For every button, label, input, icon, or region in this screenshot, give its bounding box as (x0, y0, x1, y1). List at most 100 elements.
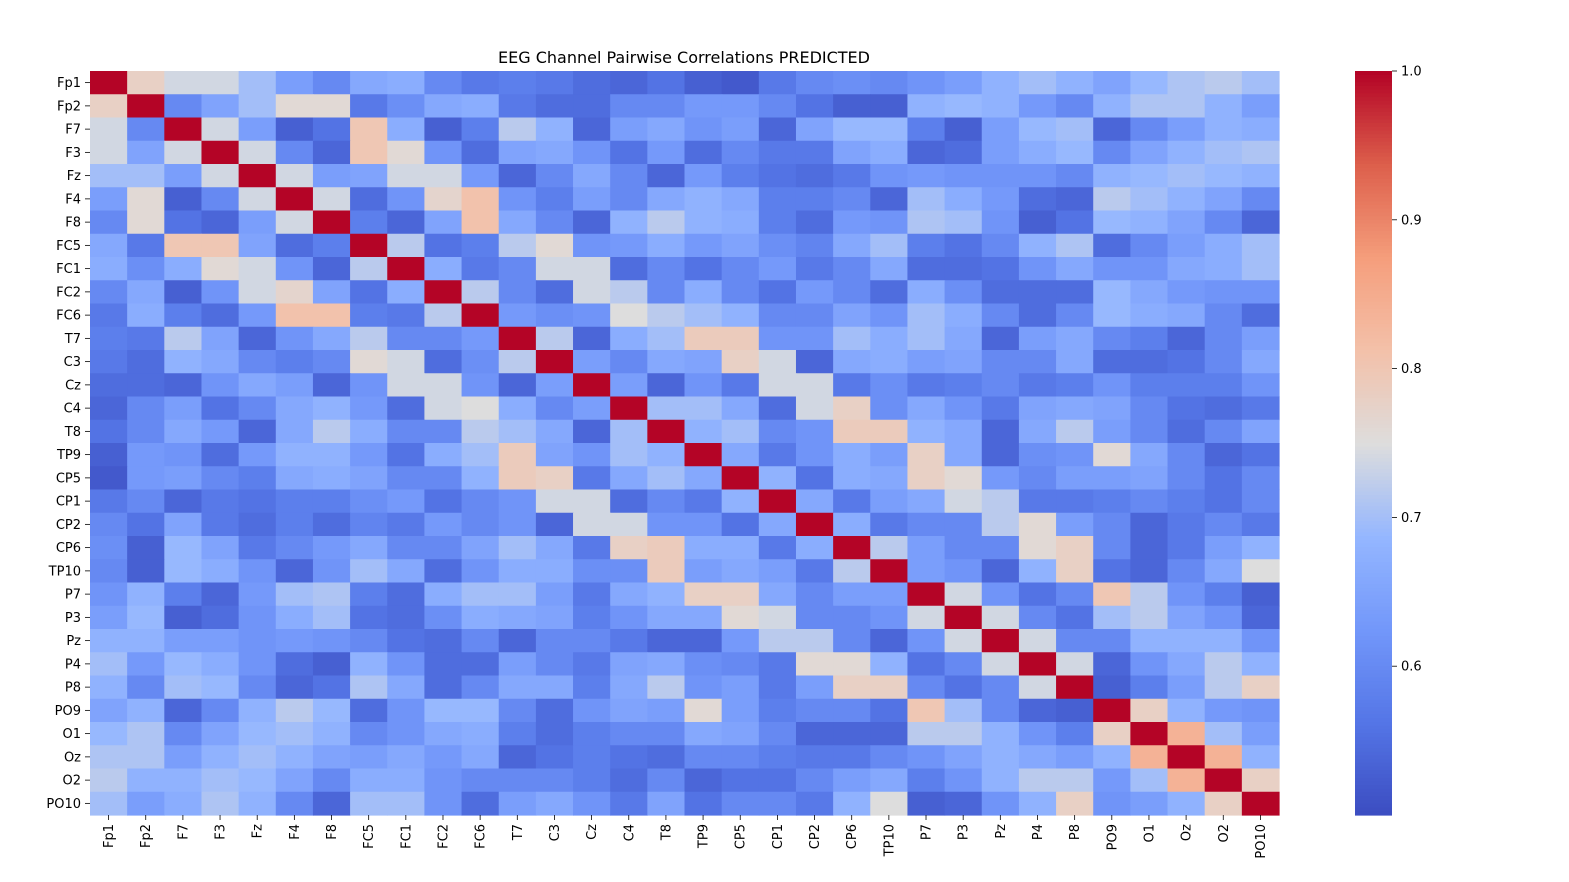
heatmap-cell (1204, 373, 1243, 398)
heatmap-cell (164, 187, 203, 212)
heatmap-cell (238, 140, 277, 165)
x-tick-label: F4 (288, 824, 303, 840)
heatmap-cell (387, 94, 426, 119)
heatmap-cell (127, 210, 165, 235)
heatmap-cell (350, 187, 388, 212)
heatmap-cell (647, 466, 686, 491)
heatmap-cell (1241, 303, 1280, 328)
heatmap-cell (238, 280, 277, 305)
heatmap-cell (684, 698, 723, 723)
heatmap-cell (535, 675, 574, 700)
heatmap-cell (535, 373, 574, 398)
heatmap-cell (275, 629, 314, 653)
colorbar-segment (1355, 591, 1392, 597)
heatmap-cell (721, 164, 760, 188)
heatmap-cell (164, 559, 203, 584)
heatmap-cell (275, 489, 314, 514)
heatmap-cell (238, 419, 277, 444)
heatmap-cell (721, 140, 760, 165)
heatmap-cell (610, 140, 648, 165)
colorbar-segment (1355, 137, 1392, 143)
heatmap-cell (312, 140, 351, 165)
colorbar-segment (1355, 472, 1392, 478)
heatmap-cell (1056, 652, 1094, 677)
heatmap-cell (573, 326, 611, 351)
heatmap-cell (795, 280, 834, 305)
heatmap-cell (461, 582, 500, 607)
heatmap-cell (1130, 443, 1169, 467)
heatmap-cell (461, 140, 500, 165)
heatmap-cell (610, 257, 648, 281)
heatmap-cell (461, 210, 500, 235)
heatmap-cell (647, 187, 686, 212)
heatmap-cell (312, 536, 351, 560)
colorbar-tick-label: 0.9 (1401, 213, 1422, 228)
heatmap-cell (238, 94, 277, 119)
colorbar-segment (1355, 476, 1392, 481)
heatmap-cell (201, 373, 240, 398)
heatmap-cell (1130, 675, 1169, 700)
heatmap-cell (907, 489, 946, 514)
heatmap-cell (387, 629, 426, 653)
heatmap-cell (758, 257, 797, 281)
heatmap-cell (944, 466, 983, 491)
heatmap-cell (424, 559, 463, 584)
colorbar-segment (1355, 707, 1392, 712)
heatmap-cell (684, 791, 723, 816)
heatmap-cell (461, 605, 500, 630)
heatmap-cell (498, 419, 537, 444)
x-tick-label: P8 (1068, 824, 1083, 840)
heatmap-cell (944, 489, 983, 514)
heatmap-cell (758, 536, 797, 560)
heatmap-cell (833, 605, 871, 630)
heatmap-cell (684, 605, 723, 630)
colorbar-segment (1355, 376, 1392, 381)
heatmap-cell (907, 210, 946, 235)
heatmap-cell (498, 559, 537, 584)
heatmap-cell (387, 419, 426, 444)
heatmap-cell (795, 443, 834, 467)
heatmap-cell (201, 350, 240, 374)
heatmap-cell (573, 466, 611, 491)
heatmap-cell (424, 117, 463, 142)
heatmap-cell (573, 605, 611, 630)
heatmap-cell (535, 698, 574, 723)
heatmap-cell (647, 350, 686, 374)
colorbar-segment (1355, 446, 1392, 452)
heatmap-cell (647, 489, 686, 514)
heatmap-cell (721, 512, 760, 537)
heatmap-cell (833, 629, 871, 653)
heatmap-cell (1056, 71, 1094, 95)
x-tick-label: Oz (1180, 824, 1195, 841)
y-tick-label: FC2 (56, 285, 81, 300)
heatmap-cell (684, 722, 723, 746)
heatmap-cell (350, 257, 388, 281)
heatmap-cell (461, 512, 500, 537)
heatmap-cell (387, 745, 426, 770)
colorbar-segment (1355, 550, 1392, 556)
heatmap-cell (1056, 233, 1094, 258)
heatmap-cell (350, 745, 388, 770)
heatmap-cell (1204, 629, 1243, 653)
heatmap-cell (981, 675, 1020, 700)
heatmap-cell (795, 373, 834, 398)
x-tick-label: Fp2 (139, 824, 154, 848)
heatmap-cell (1018, 257, 1057, 281)
heatmap-cell (387, 536, 426, 560)
heatmap-cell (573, 350, 611, 374)
heatmap-cell (90, 94, 128, 119)
colorbar-segment (1355, 156, 1392, 161)
y-tick-label: Cz (65, 378, 81, 393)
heatmap-cell (350, 140, 388, 165)
heatmap-cell (573, 443, 611, 467)
heatmap-cell (1093, 187, 1131, 212)
heatmap-cell (1018, 582, 1057, 607)
heatmap-cell (1130, 396, 1169, 421)
heatmap-cell (461, 443, 500, 467)
heatmap-cell (275, 373, 314, 398)
y-tick-label: CP6 (56, 541, 81, 556)
x-tick-label: P7 (920, 824, 935, 840)
heatmap-cell (870, 303, 909, 328)
heatmap-cell (907, 559, 946, 584)
